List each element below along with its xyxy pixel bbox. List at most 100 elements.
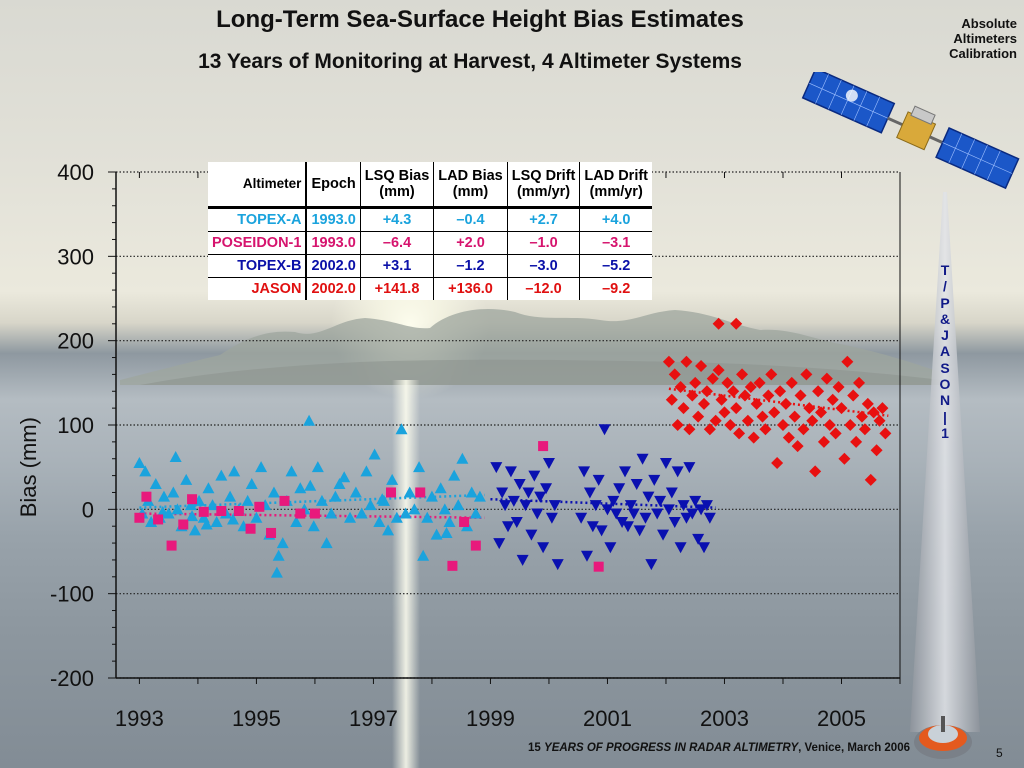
data-point xyxy=(448,469,461,481)
table-header-cell: LSQ Bias (mm) xyxy=(359,162,434,208)
data-point xyxy=(797,423,810,436)
data-point xyxy=(759,423,772,436)
data-point xyxy=(855,410,868,423)
data-point xyxy=(662,504,675,516)
buoy-icon xyxy=(914,716,972,759)
vertical-letter: T xyxy=(940,262,950,278)
data-point xyxy=(438,503,451,515)
table-cell: +3.1 xyxy=(359,254,434,278)
table-header-cell: LAD Bias (mm) xyxy=(433,162,508,208)
data-point xyxy=(683,423,696,436)
x-tick-label: 2003 xyxy=(700,706,749,731)
data-point xyxy=(452,499,465,511)
table-cell: +2.0 xyxy=(433,231,508,255)
vertical-letter: / xyxy=(943,278,947,295)
data-point xyxy=(266,527,277,538)
data-point xyxy=(542,457,555,469)
data-point xyxy=(873,414,886,427)
data-point xyxy=(762,389,775,402)
data-point xyxy=(636,453,649,465)
data-point xyxy=(607,495,620,507)
data-point xyxy=(272,549,285,561)
data-point xyxy=(738,389,751,402)
data-point xyxy=(166,540,177,551)
data-point xyxy=(771,456,784,469)
data-point xyxy=(519,500,532,512)
data-point xyxy=(534,491,547,503)
data-point xyxy=(785,376,798,389)
data-point xyxy=(633,525,646,537)
y-tick-label: 0 xyxy=(82,497,94,522)
data-point xyxy=(586,521,599,533)
data-point xyxy=(627,508,640,520)
data-point xyxy=(294,482,307,494)
table-row: POSEIDON-1 1993.0 –6.4 +2.0 –1.0 –3.1 xyxy=(208,231,653,255)
data-point xyxy=(583,487,596,499)
data-point xyxy=(276,537,289,549)
data-point xyxy=(630,479,643,491)
table-cell: 1993.0 xyxy=(305,207,361,232)
data-point xyxy=(689,376,702,389)
data-point xyxy=(399,507,412,519)
y-axis-label: Bias (mm) xyxy=(16,417,41,517)
data-point xyxy=(624,500,637,512)
data-point xyxy=(791,440,804,453)
data-point xyxy=(651,508,664,520)
table-cell: –12.0 xyxy=(506,277,580,300)
satellite-icon xyxy=(801,72,1020,190)
data-point xyxy=(548,500,561,512)
data-point xyxy=(809,465,822,478)
footer-place: , Venice, March 2006 xyxy=(798,742,910,754)
bias-table: Altimeter Epoch LSQ Bias (mm) LAD Bias (mm) LS… xyxy=(208,162,653,300)
data-point xyxy=(578,466,591,478)
data-point xyxy=(812,385,825,398)
data-point xyxy=(496,487,509,499)
data-point xyxy=(134,512,145,523)
data-point xyxy=(768,406,781,419)
data-point xyxy=(659,457,672,469)
data-point xyxy=(551,559,564,571)
data-point xyxy=(373,515,386,527)
data-point xyxy=(823,419,836,431)
data-point xyxy=(668,516,681,528)
table-row: TOPEX-A 1993.0 +4.3 –0.4 +2.7 +4.0 xyxy=(208,207,653,232)
data-point xyxy=(507,495,520,507)
data-point xyxy=(695,504,708,516)
data-point xyxy=(657,529,670,541)
vertical-label: T / P & J A S O N | 1 xyxy=(929,262,961,441)
data-point xyxy=(385,487,396,498)
data-point xyxy=(171,503,184,515)
data-point xyxy=(712,317,725,330)
vertical-letter: A xyxy=(939,343,951,360)
data-point xyxy=(870,444,883,457)
data-point xyxy=(686,508,699,520)
corner-label-line: Calibration xyxy=(949,46,1017,61)
vertical-letter: J xyxy=(941,327,949,344)
data-point xyxy=(499,500,512,512)
data-point xyxy=(368,448,381,460)
x-tick-label: 2005 xyxy=(817,706,866,731)
x-tick-label: 1999 xyxy=(466,706,515,731)
table-cell: TOPEX-A xyxy=(208,207,308,232)
corner-label-line: Absolute xyxy=(961,16,1017,31)
data-point xyxy=(169,451,182,463)
data-point xyxy=(668,368,681,381)
data-point xyxy=(730,402,743,415)
table-cell: –1.2 xyxy=(433,254,508,278)
data-point xyxy=(616,516,629,528)
vertical-letter: & xyxy=(939,310,951,327)
data-point xyxy=(677,500,690,512)
data-point xyxy=(686,389,699,402)
data-point xyxy=(290,515,303,527)
data-point xyxy=(598,424,611,436)
data-point xyxy=(753,376,766,389)
data-point xyxy=(307,520,320,532)
table-cell: +2.7 xyxy=(506,207,580,232)
data-point xyxy=(184,499,197,511)
slide-number: 5 xyxy=(996,746,1003,760)
data-point xyxy=(421,511,434,523)
table-header-row: Altimeter Epoch LSQ Bias (mm) LAD Bias (mm) LS… xyxy=(208,162,653,208)
data-point xyxy=(443,515,456,527)
data-point xyxy=(395,423,408,435)
data-point xyxy=(133,456,146,468)
